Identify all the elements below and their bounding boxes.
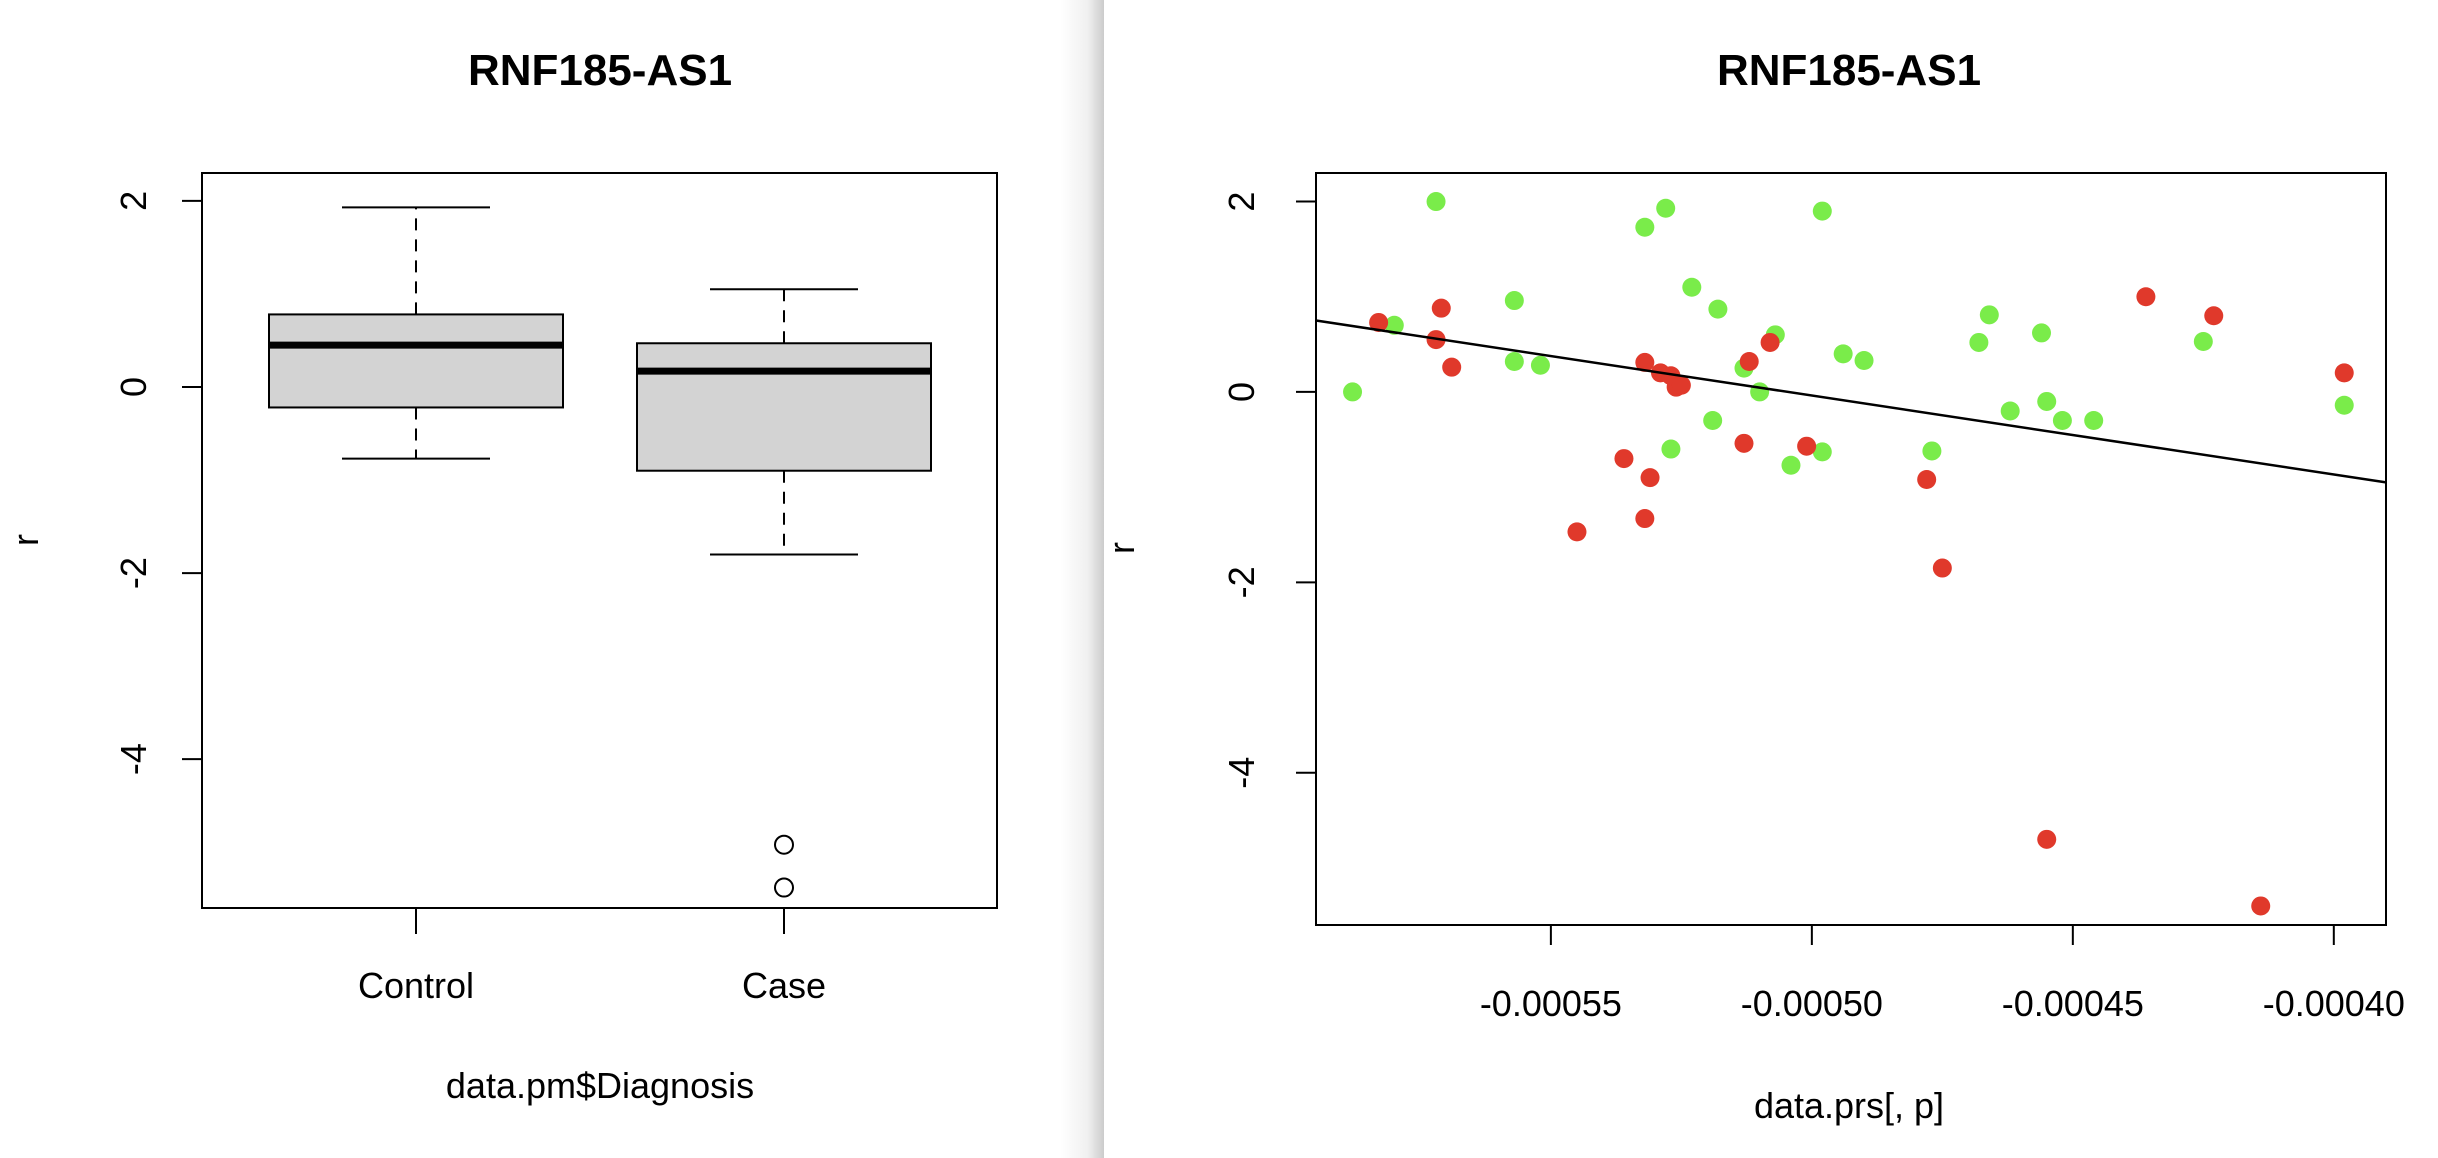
case-point [1932, 558, 1952, 578]
case-point [1635, 352, 1655, 372]
control-point [1426, 192, 1446, 212]
control-point [2084, 410, 2104, 430]
y-tick-label: 0 [113, 377, 154, 397]
case-point [1635, 509, 1655, 529]
case-point [1369, 312, 1389, 332]
control-point [1750, 382, 1770, 402]
control-point [1656, 198, 1676, 218]
regression-line-group [1315, 319, 2387, 484]
y-tick-label: -2 [1221, 566, 1262, 598]
control-point [1922, 441, 1942, 461]
y-tick-label: 2 [113, 191, 154, 211]
iqr-box [268, 313, 564, 409]
control-point [1812, 201, 1832, 221]
control-point [2052, 410, 2072, 430]
scatter-panel: RNF185-AS1 2 0 -2 -4 -0.00055 -0.00050 -0.000… [1104, 0, 2438, 1158]
case-point [1671, 375, 1691, 395]
control-point [1708, 299, 1728, 319]
x-axis-label: data.pm$Diagnosis [446, 1065, 754, 1106]
control-point [1969, 332, 1989, 352]
control-point [2334, 395, 2354, 415]
x-tick-label: -0.00055 [1480, 983, 1622, 1024]
control-point [2000, 401, 2020, 421]
y-axis-label: r [1104, 542, 1142, 554]
series-case [1369, 287, 2354, 916]
y-axis-label: r [5, 534, 46, 546]
case-point [2204, 306, 2224, 326]
control-point [1703, 410, 1723, 430]
case-point [1734, 433, 1754, 453]
scatter-chart: RNF185-AS1 20-2-4 -0.00055 -0.00050 -0.000… [1104, 46, 2405, 1126]
control-point [1833, 344, 1853, 364]
y-axis: 2 0 -2 -4 [1221, 192, 1316, 789]
chart-title: RNF185-AS1 [468, 46, 732, 95]
control-point [2032, 323, 2052, 343]
control-point [2193, 331, 2213, 351]
panel-shadow [1060, 0, 1106, 1158]
control-point [1504, 291, 1524, 311]
boxes [268, 206, 932, 898]
control-point [1504, 351, 1524, 371]
x-tick-label: -0.00040 [2263, 983, 2405, 1024]
control-point [1530, 355, 1550, 375]
y-tick-label: 2 [1221, 192, 1262, 212]
case-point [2251, 896, 2271, 916]
x-tick-label: -0.00050 [1741, 983, 1883, 1024]
case-point [1760, 332, 1780, 352]
control-point [1979, 305, 1999, 325]
chart-title: RNF185-AS1 [1717, 46, 1981, 95]
control-point [2037, 391, 2057, 411]
case-point [1431, 298, 1451, 318]
x-tick-label: -0.00045 [2002, 983, 2144, 1024]
case-point [2136, 287, 2156, 307]
control-point [1781, 455, 1801, 475]
y-tick-label: -2 [113, 557, 154, 589]
case-point [1797, 436, 1817, 456]
outlier-point [774, 834, 794, 855]
control-point [1661, 439, 1681, 459]
case-point [1442, 357, 1462, 377]
case-point [1614, 449, 1634, 469]
control-point [1854, 351, 1874, 371]
series-control [1343, 192, 2354, 475]
case-point [1567, 522, 1587, 542]
x-axis: -0.00055 -0.00050 -0.00045 -0.00040 [1480, 925, 2405, 1024]
boxplot-panel: RNF185-AS1 2 0 -2 -4 Control Case data.pm$Di… [0, 0, 1104, 1158]
points [1343, 192, 2354, 916]
control-point [1682, 277, 1702, 297]
box-case [636, 288, 932, 898]
case-point [2334, 363, 2354, 383]
iqr-box [636, 342, 932, 472]
x-tick-label: Case [742, 965, 826, 1006]
outlier-point [774, 877, 794, 898]
y-tick-label: 0 [1221, 382, 1262, 402]
control-point [1812, 442, 1832, 462]
y-tick-label: -4 [1221, 757, 1262, 789]
x-axis-label: data.prs[, p] [1754, 1085, 1944, 1126]
case-point [1917, 470, 1937, 490]
x-tick-label: Control [358, 965, 474, 1006]
y-axis: 2 0 -2 -4 [113, 191, 202, 775]
boxplot-chart: RNF185-AS1 2 0 -2 -4 Control Case data.pm$Di… [5, 46, 998, 1106]
case-point [1739, 351, 1759, 371]
regression-line [1315, 319, 2387, 484]
box-control [268, 206, 564, 460]
case-point [2037, 829, 2057, 849]
y-tick-label: -4 [113, 743, 154, 775]
x-axis: Control Case [358, 908, 826, 1006]
control-point [1384, 315, 1404, 335]
control-point [1343, 382, 1363, 402]
control-point [1635, 217, 1655, 237]
case-point [1640, 468, 1660, 488]
plot-frame [1315, 172, 2387, 926]
plot-frame [201, 172, 998, 909]
